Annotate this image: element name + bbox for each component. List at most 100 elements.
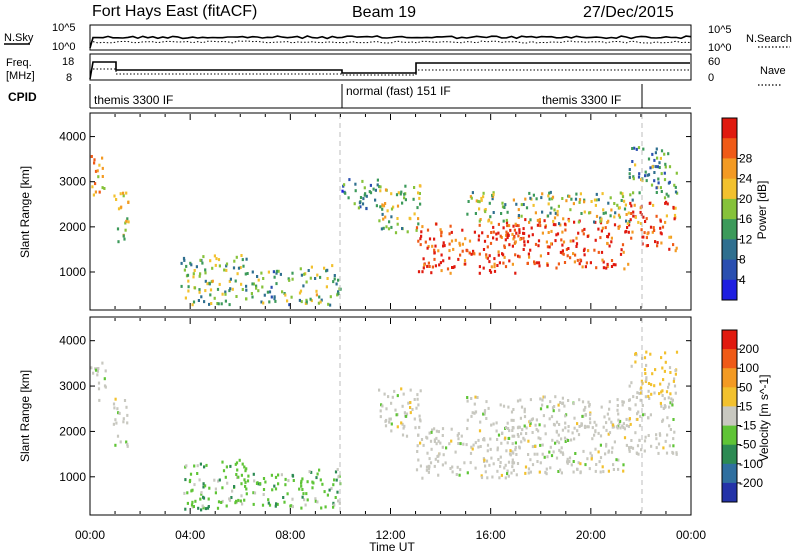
heatmap-cell [486, 449, 489, 453]
heatmap-cell [512, 408, 515, 411]
heatmap-cell [311, 486, 314, 490]
heatmap-cell [459, 442, 462, 446]
heatmap-cell [508, 259, 511, 263]
heatmap-cell [559, 468, 562, 472]
heatmap-cell [125, 219, 128, 223]
heatmap-cell [268, 290, 272, 294]
heatmap-cell [244, 480, 247, 484]
heatmap-cell [210, 302, 213, 305]
heatmap-cell [561, 428, 564, 432]
heatmap-cell [636, 444, 640, 448]
heatmap-cell [663, 397, 666, 401]
heatmap-cell [334, 470, 338, 474]
heatmap-cell [661, 419, 664, 423]
heatmap-cell [583, 425, 587, 429]
heatmap-cell [580, 212, 583, 215]
heatmap-cell [604, 211, 607, 215]
heatmap-cell [644, 170, 647, 174]
heatmap-cell [354, 182, 357, 186]
heatmap-cell [656, 244, 659, 248]
heatmap-cell [433, 248, 436, 252]
heatmap-cell [357, 206, 360, 210]
heatmap-cell [650, 444, 653, 448]
heatmap-cell [520, 214, 523, 218]
heatmap-cell [655, 186, 658, 190]
heatmap-cell [217, 479, 220, 483]
heatmap-cell [575, 242, 579, 246]
freq-left-tick-bottom: 8 [66, 72, 72, 84]
heatmap-cell [491, 475, 494, 479]
cpid-label-2: normal (fast) 151 IF [346, 84, 451, 98]
heatmap-cell [610, 420, 613, 424]
heatmap-cell [329, 303, 332, 307]
heatmap-cell [388, 220, 391, 224]
heatmap-cell [485, 459, 489, 463]
heatmap-cell [472, 251, 475, 255]
heatmap-cell [504, 265, 508, 269]
heatmap-cell [383, 392, 386, 396]
heatmap-cell [318, 468, 321, 472]
heatmap-cell [656, 241, 659, 245]
heatmap-cell [279, 272, 282, 276]
heatmap-cell [301, 495, 304, 499]
heatmap-cell [673, 183, 676, 187]
heatmap-cell [420, 234, 423, 238]
heatmap-cell [252, 491, 255, 495]
heatmap-cell [539, 254, 542, 258]
heatmap-cell [112, 422, 115, 426]
heatmap-cell [573, 416, 576, 420]
heatmap-cell [399, 192, 402, 196]
heatmap-cell [481, 231, 484, 235]
heatmap-cell [599, 236, 602, 240]
heatmap-cell [466, 418, 469, 422]
heatmap-cell [515, 473, 518, 477]
heatmap-cell [452, 266, 455, 269]
heatmap-cell [606, 412, 609, 416]
heatmap-cell [431, 244, 434, 248]
heatmap-cell [243, 498, 246, 502]
heatmap-cell [608, 417, 611, 421]
heatmap-cell [362, 197, 365, 201]
heatmap-cell [114, 443, 117, 447]
heatmap-cell [404, 198, 407, 202]
heatmap-cell [431, 428, 434, 432]
heatmap-cell [409, 406, 412, 409]
heatmap-cell [405, 434, 409, 438]
heatmap-cell [424, 240, 427, 244]
heatmap-cell [235, 295, 238, 298]
heatmap-cell [211, 266, 214, 270]
heatmap-cell [647, 434, 650, 437]
heatmap-cell [202, 485, 205, 489]
heatmap-cell [482, 248, 486, 251]
heatmap-cell [91, 185, 94, 189]
heatmap-cell [253, 479, 256, 483]
heatmap-cell [611, 425, 614, 429]
velocity-colorbar [721, 329, 738, 503]
heatmap-cell [204, 268, 207, 272]
heatmap-cell [546, 455, 549, 459]
heatmap-cell [333, 503, 336, 507]
heatmap-cell [551, 438, 554, 442]
heatmap-cell [510, 418, 513, 422]
heatmap-cell [396, 425, 399, 429]
heatmap-cell [574, 253, 577, 257]
heatmap-cell [635, 396, 638, 399]
heatmap-cell [315, 476, 318, 480]
heatmap-cell [486, 234, 489, 238]
heatmap-cell [262, 277, 265, 280]
heatmap-cell [257, 289, 260, 293]
heatmap-cell [403, 424, 406, 428]
heatmap-cell [320, 298, 323, 302]
heatmap-cell [275, 271, 278, 275]
heatmap-cell [593, 433, 596, 437]
heatmap-cell [517, 425, 520, 429]
heatmap-cell [255, 284, 258, 288]
heatmap-cell [394, 231, 398, 235]
heatmap-cell [505, 233, 508, 237]
heatmap-cell [275, 269, 278, 273]
heatmap-cell [641, 404, 644, 407]
heatmap-cell [526, 261, 529, 265]
heatmap-cell [477, 238, 480, 242]
heatmap-cell [291, 505, 294, 509]
heatmap-cell [413, 417, 416, 421]
